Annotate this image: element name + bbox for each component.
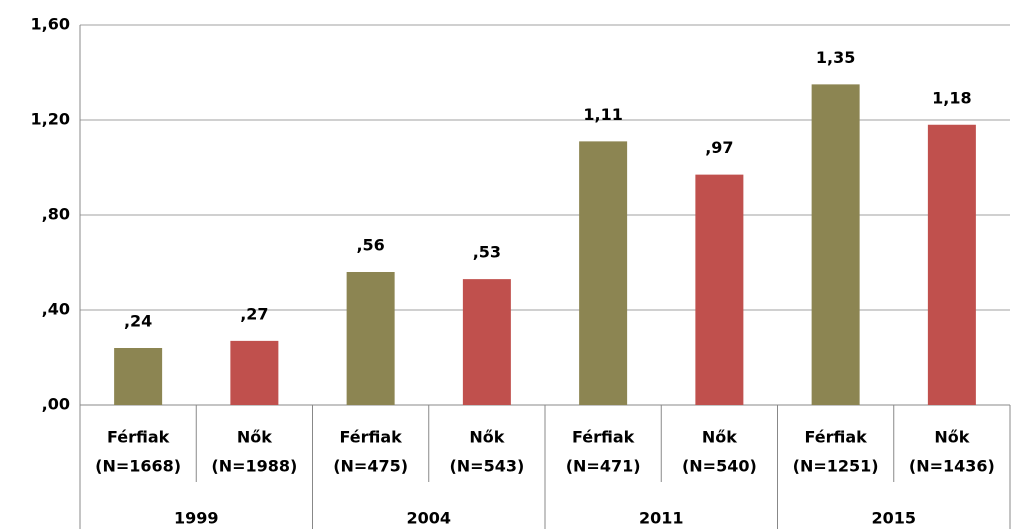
bar [579,141,628,405]
x-tick-label: Férfiak [572,428,635,447]
x-tick-label: (N=475) [333,457,408,476]
data-label: ,97 [705,138,733,157]
group-label: 2004 [406,509,451,528]
x-tick-label: Férfiak [804,428,867,447]
group-label: 2015 [871,509,916,528]
bar [927,124,976,405]
x-tick-label: (N=543) [449,457,524,476]
x-tick-label: Nők [934,428,969,447]
x-tick-label: Nők [237,428,272,447]
x-tick-label: (N=1436) [909,457,995,476]
x-tick-label: (N=1668) [95,457,181,476]
bar [811,84,860,405]
y-tick-label: ,40 [42,300,70,319]
bar [346,272,395,405]
y-tick-label: 1,60 [31,15,70,34]
data-label: ,53 [473,243,501,262]
data-label: ,24 [124,312,152,331]
x-tick-label: (N=471) [566,457,641,476]
y-tick-label: ,80 [42,205,70,224]
x-tick-label: Férfiak [339,428,402,447]
group-label: 2011 [639,509,684,528]
data-label: ,56 [356,236,384,255]
bar [462,279,511,405]
bar [695,174,744,405]
x-tick-label: Nők [702,428,737,447]
x-tick-label: (N=540) [682,457,757,476]
x-tick-label: (N=1251) [793,457,879,476]
y-tick-label: 1,20 [31,110,70,129]
y-tick-label: ,00 [42,395,70,414]
x-tick-label: (N=1988) [211,457,297,476]
bar [114,348,163,405]
data-label: ,27 [240,304,268,323]
data-label: 1,35 [816,48,855,67]
data-label: 1,18 [932,88,971,107]
bar [230,340,279,405]
x-tick-label: Férfiak [107,428,170,447]
data-label: 1,11 [583,105,622,124]
group-label: 1999 [174,509,219,528]
x-tick-label: Nők [469,428,504,447]
